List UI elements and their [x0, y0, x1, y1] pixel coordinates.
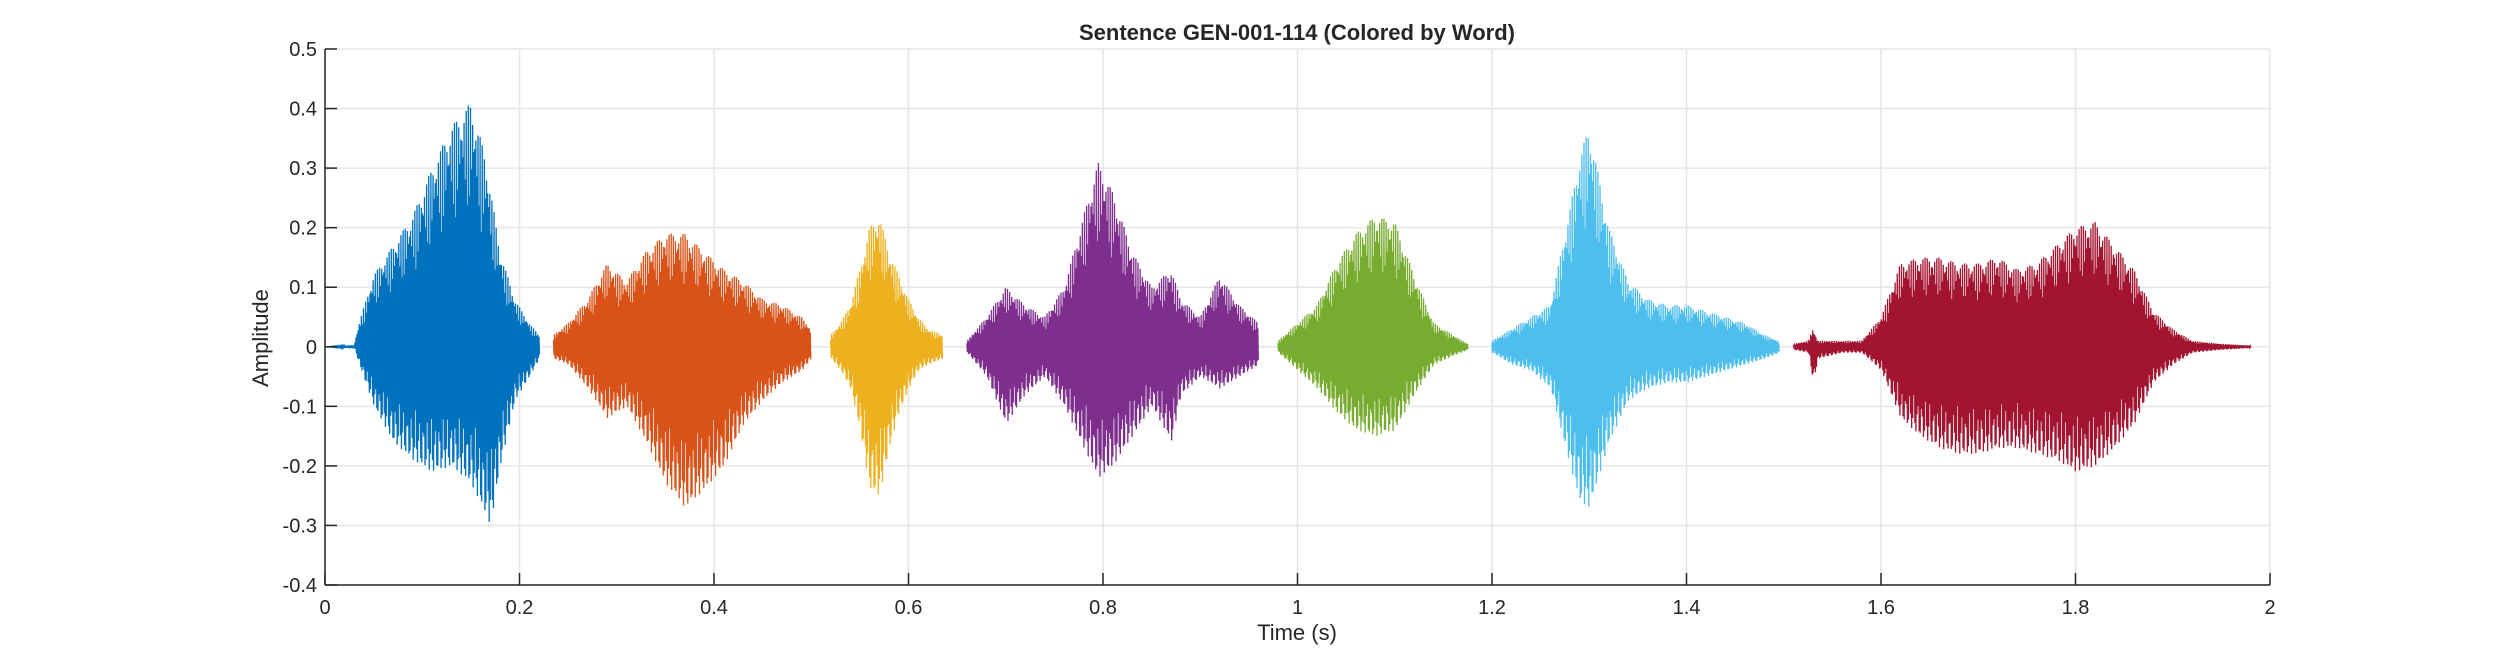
- x-axis-label: Time (s): [1257, 620, 1337, 645]
- axes: [324, 48, 2271, 586]
- y-tick-label: -0.2: [283, 456, 317, 478]
- y-tick-label: 0.2: [289, 218, 317, 240]
- x-tick-label: 0.6: [895, 597, 923, 619]
- y-tick-label: 0: [306, 337, 317, 359]
- y-tick-label: 0.4: [289, 99, 317, 121]
- waveform-series-1: [325, 105, 541, 522]
- y-axis-label: Amplitude: [248, 289, 273, 387]
- x-tick-label: 0: [319, 597, 330, 619]
- y-tick-label: 0.5: [289, 39, 317, 61]
- waveform-series-7: [1792, 222, 2252, 472]
- x-tick-label: 0.8: [1089, 597, 1117, 619]
- chart-title: Sentence GEN-001-114 (Colored by Word): [1079, 20, 1515, 45]
- y-tick-label: -0.4: [283, 575, 317, 597]
- x-tick-label: 1.8: [2062, 597, 2090, 619]
- y-tick-label: -0.1: [283, 396, 317, 418]
- series-group: [325, 105, 2252, 522]
- x-tick-label: 2: [2264, 597, 2275, 619]
- x-tick-label: 0.4: [700, 597, 728, 619]
- tick-labels: 0 0.2 0.4 0.6 0.8 1 1.2 1.4 1.6 1.8 2 -0.4 -0.3 -0.2 -…: [283, 39, 2276, 619]
- x-tick-label: 1.2: [1478, 597, 1506, 619]
- waveform-series-3: [830, 224, 944, 495]
- x-tick-label: 0.2: [506, 597, 534, 619]
- y-tick-label: -0.3: [283, 515, 317, 537]
- waveform-series-6: [1491, 137, 1780, 507]
- plot-area: [325, 105, 2252, 522]
- y-tick-label: 0.3: [289, 158, 317, 180]
- waveform-series-4: [966, 162, 1259, 477]
- x-tick-label: 1: [1292, 597, 1303, 619]
- x-tick-label: 1.4: [1673, 597, 1701, 619]
- x-tick-label: 1.6: [1867, 597, 1895, 619]
- waveform-series-2: [552, 233, 812, 506]
- y-tick-label: 0.1: [289, 277, 317, 299]
- waveform-series-5: [1277, 218, 1469, 436]
